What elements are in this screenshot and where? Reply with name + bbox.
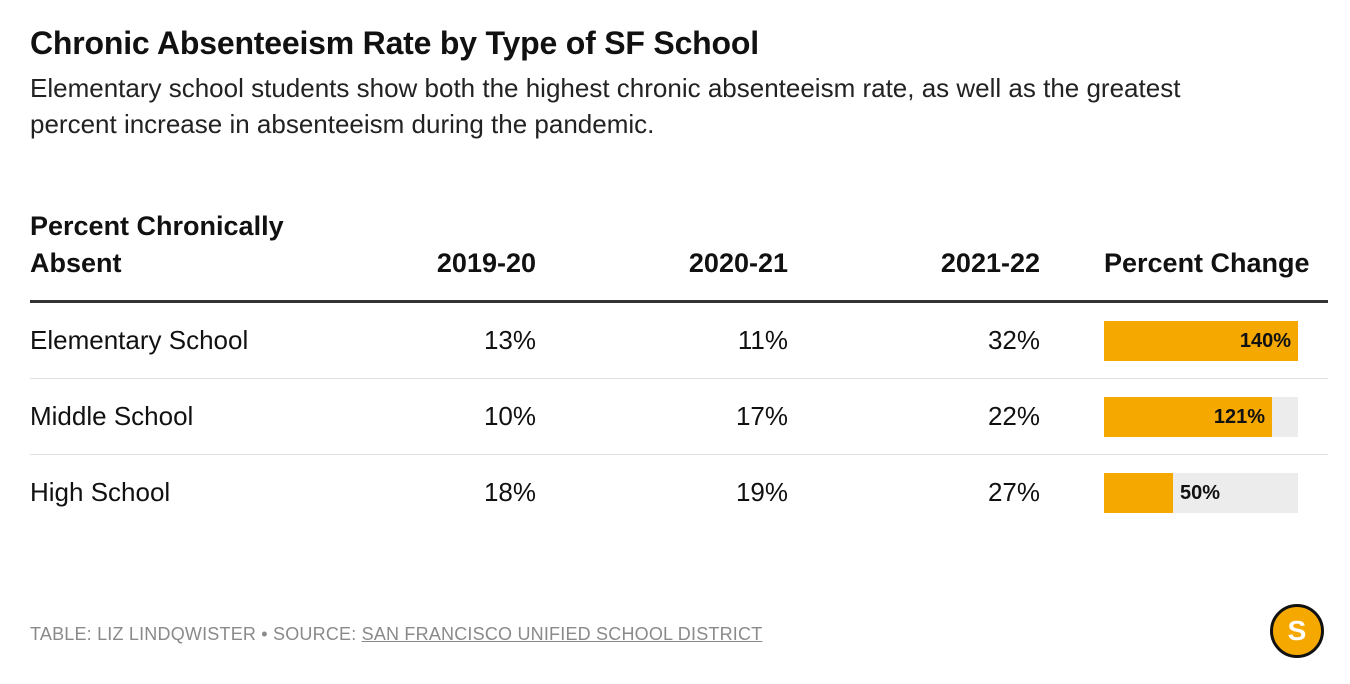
cell-percent-change: 121% <box>1104 378 1328 455</box>
header-label: Percent Chronically Absent <box>30 208 330 303</box>
cell-2019-20: 18% <box>483 477 536 507</box>
percent-change-bar-track: 50% <box>1104 472 1298 513</box>
cell-gap <box>1040 301 1104 379</box>
percent-change-bar <box>1104 396 1272 437</box>
table-row: Elementary School 13% 11% 32% 140% <box>30 301 1328 379</box>
cell-gap <box>1040 455 1104 531</box>
header-percent-change: Percent Change <box>1104 208 1328 303</box>
chart-container: Chronic Absenteeism Rate by Type of SF S… <box>30 22 1328 513</box>
chart-title: Chronic Absenteeism Rate by Type of SF S… <box>30 25 759 61</box>
percent-change-label: 121% <box>1213 405 1265 428</box>
footer-prefix: TABLE: LIZ LINDQWISTER • SOURCE: <box>30 624 362 644</box>
cell-percent-change: 50% <box>1104 455 1328 531</box>
table-row: High School 18% 19% 27% 50% <box>30 455 1328 531</box>
header-2021-22: 2021-22 <box>788 208 1040 303</box>
source-link[interactable]: SAN FRANCISCO UNIFIED SCHOOL DISTRICT <box>361 624 763 644</box>
percent-change-bar-track: 121% <box>1104 396 1298 437</box>
table-row: Middle School 10% 17% 22% 121% <box>30 378 1328 455</box>
percent-change-bar-track: 140% <box>1104 320 1298 361</box>
cell-2020-21: 11% <box>536 301 788 379</box>
percent-change-label: 140% <box>1239 329 1291 352</box>
cell-2021-22: 22% <box>788 378 1040 455</box>
cell-2021-22: 32% <box>788 301 1040 379</box>
table-header-row: Percent Chronically Absent 2019-20 2020-… <box>30 208 1328 303</box>
header-2020-21: 2020-21 <box>536 208 788 303</box>
footer-credit: TABLE: LIZ LINDQWISTER • SOURCE: SAN FRA… <box>30 624 762 645</box>
absenteeism-table: Percent Chronically Absent 2019-20 2020-… <box>30 208 1328 530</box>
percent-change-label: 50% <box>1180 481 1221 504</box>
percent-change-bar <box>1104 320 1298 361</box>
chart-subtitle: Elementary school students show both the… <box>30 73 1181 139</box>
row-label: High School <box>30 477 171 507</box>
percent-change-bar <box>1104 472 1173 513</box>
header-gap <box>1040 208 1104 303</box>
cell-2019-20: 10% <box>330 378 536 455</box>
cell-gap <box>1040 378 1104 455</box>
row-label: Elementary School <box>30 301 330 379</box>
cell-2019-20: 13% <box>330 301 536 379</box>
cell-2020-21: 19% <box>735 477 788 507</box>
header-2019-20: 2019-20 <box>330 208 536 303</box>
cell-percent-change: 140% <box>1104 301 1328 379</box>
row-label: Middle School <box>30 378 330 455</box>
table-body: Elementary School 13% 11% 32% 140% Middle Sch… <box>30 301 1328 531</box>
cell-2021-22: 27% <box>987 477 1040 507</box>
logo-badge: S <box>1270 604 1324 658</box>
cell-2020-21: 17% <box>536 378 788 455</box>
